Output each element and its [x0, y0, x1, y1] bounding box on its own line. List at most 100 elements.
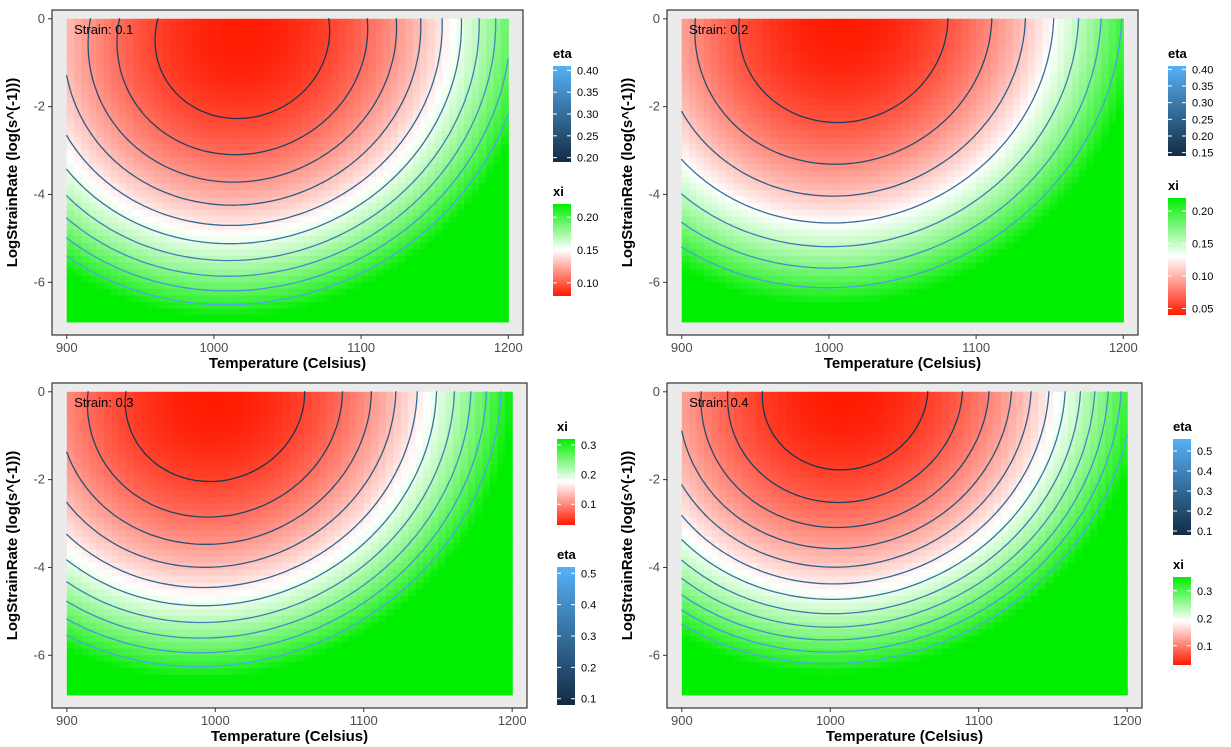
heatmap-cell [199, 58, 208, 66]
heatmap-cell [711, 209, 720, 218]
heatmap-cell [828, 25, 837, 33]
heatmap-cell [331, 315, 340, 323]
heatmap-cell [1115, 51, 1124, 59]
heatmap-cell [486, 302, 495, 310]
heatmap-cell [799, 117, 808, 125]
heatmap-cell [103, 308, 112, 316]
heatmap-cell [1086, 104, 1095, 112]
heatmap-cell [324, 97, 333, 106]
heatmap-cell [309, 64, 318, 73]
heatmap-cell [946, 38, 955, 46]
heatmap-cell [976, 91, 985, 99]
heatmap-cell [858, 236, 867, 244]
heatmap-cell [792, 137, 801, 145]
heatmap-cell [375, 223, 384, 231]
heatmap-cell [434, 157, 443, 165]
heatmap-cell [412, 288, 421, 297]
heatmap-cell [493, 71, 502, 79]
heatmap-cell [784, 209, 793, 218]
contour-line [66, 18, 443, 227]
heatmap-cell [228, 45, 237, 53]
heatmap-cell [696, 130, 705, 138]
heatmap-cell [1071, 111, 1080, 119]
heatmap-cell [147, 308, 156, 316]
heatmap-cell [689, 104, 698, 112]
heatmap-cell [147, 18, 156, 26]
heatmap-cell [339, 38, 347, 46]
heatmap-cell [442, 216, 451, 224]
heatmap-cell [1115, 157, 1124, 165]
heatmap-cell [103, 216, 112, 224]
heatmap-cell [478, 137, 487, 145]
heatmap-cell [880, 78, 889, 86]
heatmap-cell [177, 229, 186, 237]
heatmap-cell [250, 130, 259, 138]
heatmap-cell [191, 262, 200, 270]
heatmap-cell [486, 249, 495, 257]
heatmap-cell [828, 150, 837, 158]
heatmap-cell [81, 78, 90, 86]
heatmap-cell [1108, 157, 1117, 165]
heatmap-cell [213, 18, 222, 26]
heatmap-cell [961, 229, 970, 237]
heatmap-cell [1057, 104, 1066, 112]
heatmap-cell [118, 25, 127, 33]
heatmap-cell [155, 137, 163, 145]
heatmap-cell [184, 203, 193, 211]
heatmap-cell [110, 236, 119, 244]
heatmap-cell [66, 229, 75, 237]
heatmap-cell [836, 216, 845, 224]
heatmap-cell [1057, 143, 1066, 152]
heatmap-cell [696, 176, 705, 185]
heatmap-cell [954, 157, 962, 165]
heatmap-cell [1057, 45, 1066, 53]
heatmap-cell [1093, 176, 1102, 185]
heatmap-cell [500, 31, 509, 40]
heatmap-cell [990, 203, 999, 211]
heatmap-cell [162, 275, 171, 283]
heatmap-cell [770, 242, 778, 250]
heatmap-cell [368, 71, 377, 79]
heatmap-cell [1005, 176, 1014, 185]
heatmap-cell [110, 255, 119, 264]
heatmap-cell [1034, 51, 1043, 59]
heatmap-cell [500, 157, 509, 165]
heatmap-cell [250, 104, 259, 112]
heatmap-cell [66, 97, 75, 106]
heatmap-cell [873, 190, 882, 198]
heatmap-cell [777, 97, 786, 106]
heatmap-cell [902, 84, 911, 92]
heatmap-cell [353, 288, 362, 297]
heatmap-cell [419, 104, 428, 112]
heatmap-cell [265, 203, 274, 211]
heatmap-cell [998, 58, 1007, 66]
heatmap-cell [331, 242, 340, 250]
heatmap-cell [272, 18, 281, 26]
heatmap-cell [88, 51, 97, 59]
heatmap-cell [821, 78, 830, 86]
heatmap-cell [486, 97, 495, 106]
heatmap-cell [478, 308, 487, 316]
heatmap-cell [449, 282, 458, 290]
heatmap-cell [390, 38, 399, 46]
heatmap-cell [917, 163, 926, 171]
heatmap-cell [81, 137, 90, 145]
heatmap-cell [316, 242, 325, 250]
heatmap-cell [850, 58, 859, 66]
heatmap-cell [213, 249, 222, 257]
heatmap-cell [865, 170, 874, 178]
heatmap-cell [250, 78, 259, 86]
heatmap-cell [887, 163, 896, 171]
heatmap-cell [1101, 91, 1110, 99]
heatmap-cell [747, 71, 756, 79]
heatmap-cell [1005, 143, 1014, 152]
heatmap-cell [939, 104, 948, 112]
heatmap-cell [66, 143, 75, 152]
heatmap-cell [339, 130, 347, 138]
heatmap-cell [110, 295, 119, 303]
heatmap-cell [1027, 249, 1036, 257]
heatmap-cell [368, 242, 377, 250]
heatmap-cell [81, 91, 90, 99]
heatmap-cell [1020, 130, 1029, 138]
